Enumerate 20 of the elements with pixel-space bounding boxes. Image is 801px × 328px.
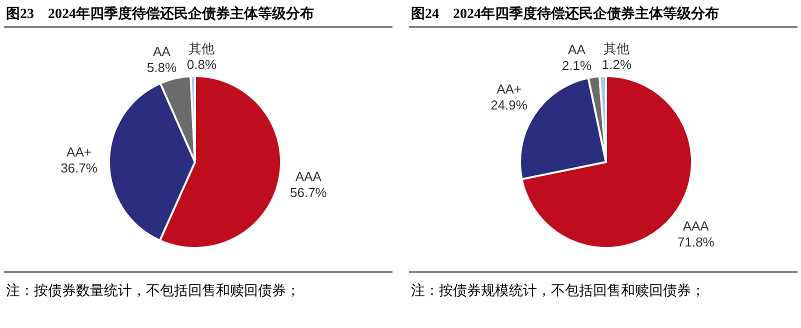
data-label: 36.7% bbox=[60, 160, 98, 176]
chart-title: 图24 2024年四季度待偿还民企债券主体等级分布 bbox=[410, 5, 718, 22]
slice-label: AA bbox=[153, 44, 171, 59]
data-label: 56.7% bbox=[290, 185, 328, 200]
slice-label: AAA bbox=[682, 218, 709, 234]
slice-label: AA bbox=[568, 42, 586, 58]
data-label: 71.8% bbox=[676, 234, 714, 250]
data-label: 2.1% bbox=[561, 58, 592, 74]
slice-label: AA+ bbox=[66, 144, 92, 160]
data-label: 0.8% bbox=[186, 57, 217, 72]
data-label: 5.8% bbox=[146, 60, 177, 75]
chart-title: 图23 2024年四季度待偿还民企债券主体等级分布 bbox=[6, 5, 314, 22]
slice-label: 其他 bbox=[188, 41, 215, 56]
data-label: 24.9% bbox=[490, 97, 528, 112]
slice-label: AAA bbox=[295, 169, 322, 184]
text: 注：按债券数量统计，不包括回售和赎回债券； bbox=[6, 282, 300, 298]
data-label: 1.2% bbox=[601, 57, 632, 72]
slice-label: 其他 bbox=[603, 41, 630, 56]
slice-label: AA+ bbox=[496, 81, 522, 96]
text: 注：按债券规模统计，不包括回售和赎回债券； bbox=[410, 282, 704, 298]
